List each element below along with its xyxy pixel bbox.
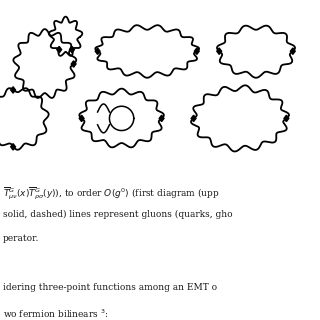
- Polygon shape: [195, 48, 199, 54]
- Polygon shape: [79, 115, 84, 122]
- Polygon shape: [11, 87, 15, 93]
- Polygon shape: [71, 61, 76, 67]
- Polygon shape: [57, 46, 61, 53]
- Polygon shape: [95, 48, 100, 54]
- Text: $\overline{T}^{G}_{\mu\nu}(x)\overline{T}^{G}_{\rho\sigma}(y)$), to order $O(g^0: $\overline{T}^{G}_{\mu\nu}(x)\overline{T…: [3, 186, 220, 202]
- Text: idering three-point functions among an EMT o: idering three-point functions among an E…: [3, 283, 217, 292]
- Polygon shape: [70, 46, 75, 53]
- Polygon shape: [217, 48, 221, 54]
- Polygon shape: [159, 115, 164, 122]
- Text: solid, dashed) lines represent gluons (quarks, gho: solid, dashed) lines represent gluons (q…: [3, 210, 233, 219]
- Polygon shape: [291, 48, 295, 54]
- Polygon shape: [191, 115, 196, 122]
- Polygon shape: [11, 144, 15, 150]
- Polygon shape: [284, 115, 289, 122]
- Text: perator.: perator.: [3, 234, 40, 243]
- Text: wo fermion bilinears $^3$:: wo fermion bilinears $^3$:: [3, 307, 109, 320]
